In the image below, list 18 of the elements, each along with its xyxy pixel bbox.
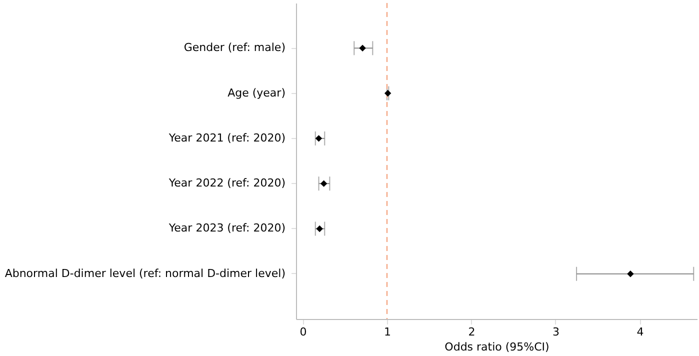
x-tick-label: 2 [468,326,476,338]
point [320,180,328,187]
x-tick-label: 4 [636,326,644,338]
x-tick-label: 1 [384,326,391,338]
x-tick-label: 3 [552,326,560,338]
point [384,90,392,97]
point [315,135,322,142]
point [316,225,323,232]
point [627,270,634,278]
y-tick-label: Year 2023 (ref: 2020) [168,222,286,235]
x-tick-label: 0 [300,326,307,338]
point [359,44,366,52]
y-tick-label: Year 2021 (ref: 2020) [168,131,286,144]
y-tick-label: Gender (ref: male) [184,41,286,54]
x-axis-title: Odds ratio (95%CI) [444,340,550,354]
y-tick-label: Abnormal D-dimer level (ref: normal D-dimer level) [4,266,286,280]
y-tick-label: Age (year) [228,86,286,100]
y-tick-label: Year 2022 (ref: 2020) [168,176,286,190]
